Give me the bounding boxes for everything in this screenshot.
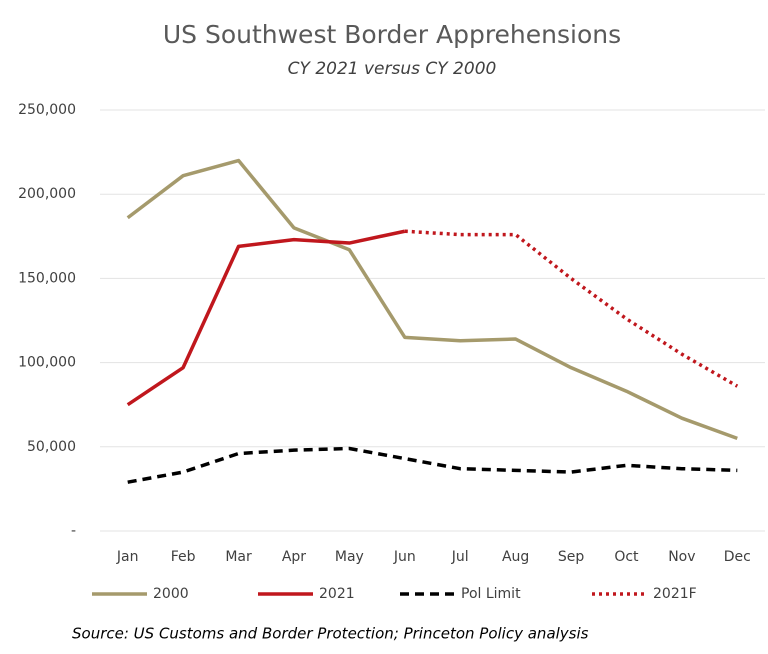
x-tick-label: Oct: [614, 549, 639, 565]
x-tick-label: May: [335, 549, 364, 565]
source-note: Source: US Customs and Border Protection…: [72, 625, 589, 643]
legend-label: 2021: [319, 586, 355, 602]
x-tick-label: Jan: [116, 549, 139, 565]
series-line: [404, 229, 739, 388]
chart-title: US Southwest Border Apprehensions: [163, 20, 621, 49]
x-tick-label: Sep: [558, 549, 585, 565]
y-tick-label: 250,000: [18, 102, 76, 118]
series-line: [126, 229, 406, 407]
y-tick-label: 150,000: [18, 270, 76, 286]
x-tick-label: Mar: [225, 549, 252, 565]
y-tick-label: -: [71, 523, 76, 539]
x-tick-label: Dec: [724, 549, 751, 565]
y-tick-label: 50,000: [27, 439, 76, 455]
series-line: [126, 158, 738, 441]
x-tick-label: Jun: [393, 549, 416, 565]
x-tick-label: Jul: [451, 549, 469, 565]
series-line: [127, 446, 738, 484]
x-tick-label: Aug: [502, 549, 529, 565]
x-tick-label: Feb: [171, 549, 196, 565]
x-tick-label: Nov: [668, 549, 695, 565]
x-tick-label: Apr: [282, 549, 306, 565]
y-tick-label: 100,000: [18, 355, 76, 371]
legend-label: 2021F: [653, 586, 697, 602]
chart-subtitle: CY 2021 versus CY 2000: [288, 59, 497, 79]
legend-label: 2000: [153, 586, 189, 602]
legend-label: Pol Limit: [461, 586, 521, 602]
y-tick-label: 200,000: [18, 186, 76, 202]
